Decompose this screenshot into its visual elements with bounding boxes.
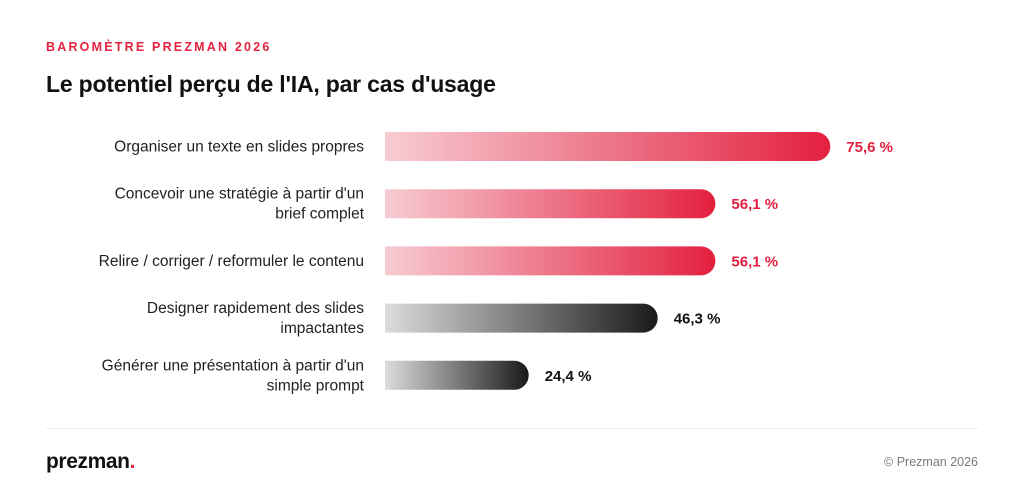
bar-2 — [385, 189, 716, 219]
chart-title: Le potentiel perçu de l'IA, par cas d'us… — [46, 71, 496, 97]
value-label-4: 46,3 % — [674, 311, 721, 328]
footer-divider — [46, 428, 978, 429]
logo-dot: . — [129, 450, 136, 473]
category-label-line: Designer rapidement des slides — [147, 300, 364, 317]
value-label-2: 56,1 % — [731, 196, 778, 213]
category-label-2: Concevoir une stratégie à partir d'un bri… — [115, 186, 365, 223]
bar-3 — [385, 246, 716, 276]
category-label-line: Organiser un texte en slides propres — [114, 139, 364, 156]
category-label-line: impactantes — [280, 320, 364, 337]
category-label-line: simple prompt — [267, 377, 365, 394]
bar-chart: Organiser un texte en slides propres 75,6… — [99, 132, 893, 394]
value-label-1: 75,6 % — [846, 139, 893, 156]
category-label-1: Organiser un texte en slides propres — [114, 139, 364, 156]
category-label-3: Relire / corriger / reformuler le conten… — [99, 253, 364, 270]
category-label-line: Concevoir une stratégie à partir d'un — [115, 186, 364, 203]
value-label-3: 56,1 % — [731, 253, 778, 270]
category-label-line: brief complet — [275, 206, 364, 223]
bar-4 — [385, 303, 658, 333]
category-label-line: Relire / corriger / reformuler le conten… — [99, 253, 364, 270]
category-label-4: Designer rapidement des slides impactante… — [147, 300, 364, 337]
bar-1 — [385, 132, 831, 161]
chart-eyebrow: BAROMÈTRE PREZMAN 2026 — [46, 40, 272, 54]
category-label-line: Générer une présentation à partir d'un — [102, 357, 364, 374]
bar-5 — [385, 360, 529, 390]
value-label-5: 24,4 % — [545, 368, 592, 385]
copyright-text: © Prezman 2026 — [884, 455, 978, 469]
logo-text: prezman — [46, 450, 130, 473]
brand-logo: prezman. — [46, 450, 135, 474]
category-label-5: Générer une présentation à partir d'un si… — [102, 357, 365, 394]
